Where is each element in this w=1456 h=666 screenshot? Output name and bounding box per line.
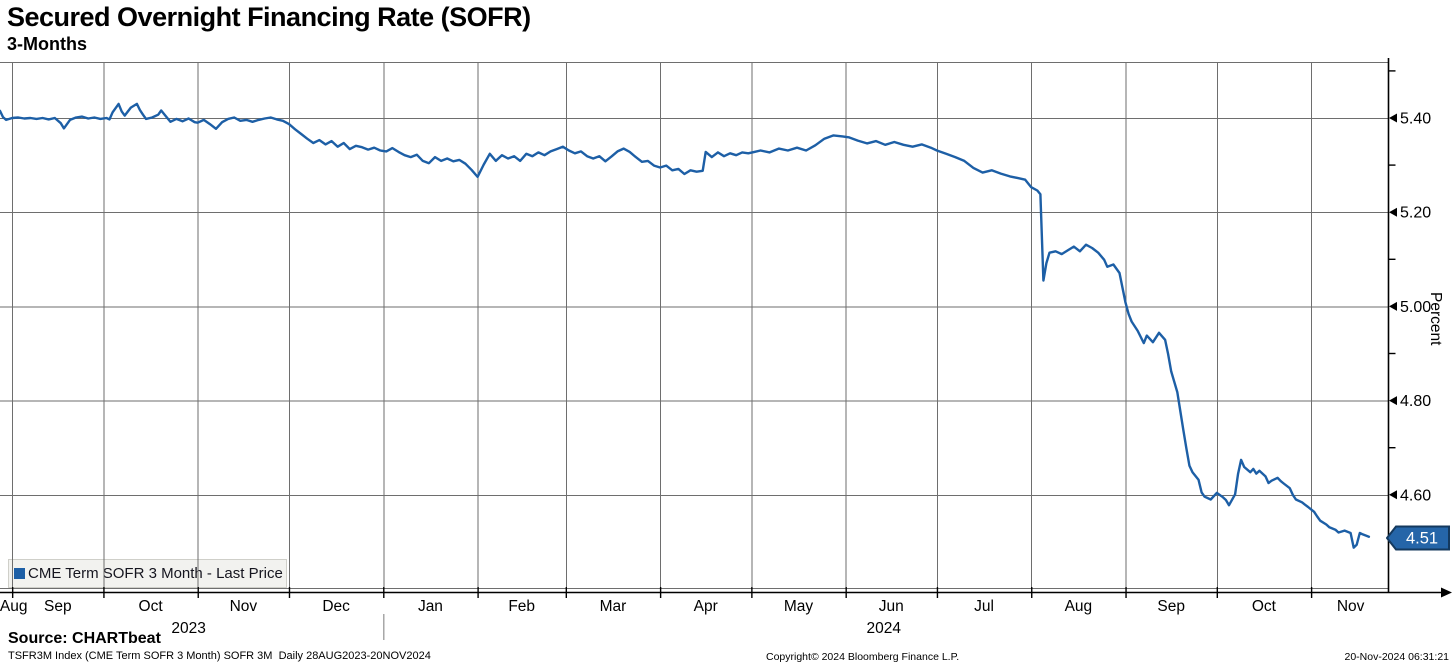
- y-axis-title: Percent: [1427, 292, 1444, 346]
- last-price-value: 4.51: [1406, 530, 1438, 548]
- x-month-label: Nov: [1337, 598, 1365, 615]
- y-tick-label: 5.40: [1400, 111, 1431, 128]
- x-month-label: Sep: [1157, 598, 1185, 615]
- x-month-label: Oct: [1252, 598, 1277, 615]
- legend[interactable]: CME Term SOFR 3 Month - Last Price: [8, 559, 287, 588]
- page-subtitle: 3-Months: [7, 34, 87, 54]
- x-month-label: Apr: [694, 598, 718, 615]
- x-month-label: Jul: [974, 598, 994, 615]
- y-major-tick-arrow: [1389, 113, 1397, 123]
- source-line: Source: CHARTbeat: [8, 630, 161, 647]
- y-major-tick-arrow: [1389, 396, 1397, 406]
- x-month-label: Jun: [879, 598, 904, 615]
- timestamp: 20-Nov-2024 06:31:21: [1344, 651, 1450, 663]
- price-line: [0, 102, 1371, 549]
- y-major-tick-arrow: [1389, 207, 1397, 217]
- x-month-label: Mar: [600, 598, 627, 615]
- x-year-label: 2024: [866, 620, 901, 637]
- x-month-label: Feb: [508, 598, 535, 615]
- y-tick-label: 5.00: [1400, 299, 1431, 316]
- legend-label: CME Term SOFR 3 Month - Last Price: [28, 565, 283, 582]
- y-tick-label: 5.20: [1400, 205, 1431, 222]
- x-month-label: Jan: [418, 598, 443, 615]
- last-price-tag-shape: [1386, 525, 1450, 551]
- y-tick-label: 4.80: [1400, 393, 1431, 410]
- x-month-label: Dec: [322, 598, 350, 615]
- x-month-label: Sep: [44, 598, 72, 615]
- x-month-label: May: [784, 598, 814, 615]
- page-title: Secured Overnight Financing Rate (SOFR): [7, 2, 531, 32]
- legend-swatch-icon: [14, 568, 25, 579]
- y-major-tick-arrow: [1389, 490, 1397, 500]
- ticker-line: TSFR3M Index (CME Term SOFR 3 Month) SOF…: [8, 650, 431, 662]
- x-month-label: Oct: [139, 598, 164, 615]
- copyright-line: Copyright© 2024 Bloomberg Finance L.P.: [766, 651, 960, 663]
- x-month-label: Aug: [1065, 598, 1093, 615]
- y-tick-label: 4.60: [1400, 487, 1431, 504]
- x-axis-arrow: [1441, 587, 1452, 598]
- x-month-label: Nov: [230, 598, 258, 615]
- x-month-label: Aug: [0, 598, 27, 615]
- x-year-label: 2023: [171, 620, 205, 637]
- y-major-tick-arrow: [1389, 301, 1397, 311]
- last-price-tag: 4.51: [1386, 525, 1450, 551]
